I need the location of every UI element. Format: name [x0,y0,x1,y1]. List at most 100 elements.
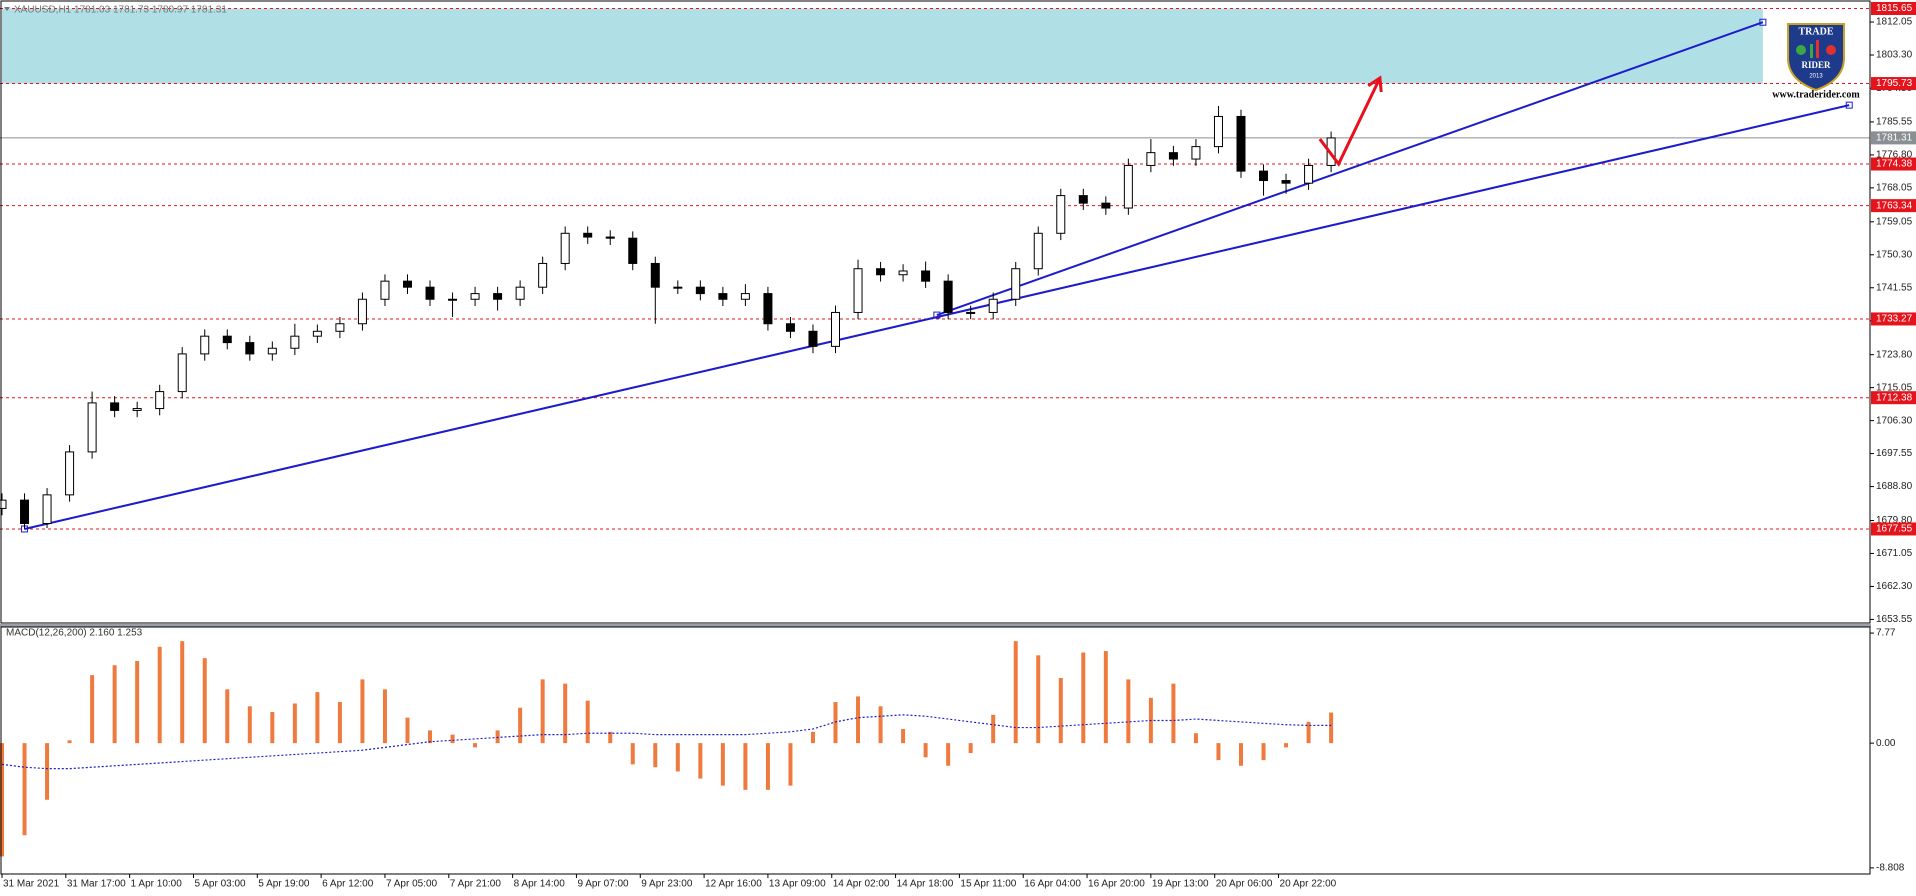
candle-body [560,232,570,264]
level-label-bg [1871,1,1916,15]
level-label: 1712.38 [1876,392,1913,403]
level-label: 1733.27 [1876,314,1913,325]
candle-body [605,236,615,239]
candle-body [515,286,525,300]
candle-body [65,451,75,496]
x-tick-label: 16 Apr 04:00 [1024,879,1081,890]
y-tick-label: 1776.80 [1876,150,1913,161]
macd-bar [1103,651,1108,744]
y-tick-label: 1653.55 [1876,614,1913,625]
x-tick-label: 5 Apr 19:00 [258,879,310,890]
candle-body [988,298,998,313]
macd-bar [428,730,433,744]
macd-label: MACD(12,26,200) 2.160 1.253 [6,628,143,639]
x-tick-label: 13 Apr 09:00 [769,879,826,890]
candle-body [695,286,705,295]
candle-body [155,391,165,410]
level-label-bg [1871,199,1916,213]
candle-body [132,408,142,411]
logo-dot [1796,45,1806,55]
menu-triangle [4,7,10,11]
candle-body [87,402,97,453]
main-frame [0,0,1871,624]
y-tick-label: 1706.30 [1876,415,1913,426]
macd-bar [698,743,703,779]
y-tick-label: 1662.30 [1876,581,1913,592]
macd-bar [968,743,973,754]
macd-bar [1238,743,1243,766]
candle-body [200,335,210,355]
macd-bar [608,731,613,744]
y-tick-label: 1759.05 [1876,216,1913,227]
macd-bar [135,660,140,744]
y-tick-label: 1679.80 [1876,515,1913,526]
macd-frame [0,626,1871,875]
level-label-bg [1871,391,1916,405]
y-tick-label: -8.808 [1876,863,1905,874]
macd-bar [1013,641,1018,744]
candle-body [943,280,953,313]
macd-bar [1306,721,1311,744]
macd-bar [946,743,951,766]
macd-bar [878,706,883,744]
macd-bar [270,711,275,744]
trendline-anchor [1845,101,1853,109]
macd-bar [225,689,230,744]
macd-bar [382,689,387,744]
candle-body [448,298,458,301]
macd-bar [765,743,770,790]
y-tick-label: 1697.55 [1876,448,1913,459]
candle-body [876,268,886,276]
x-tick-label: 31 Mar 2021 [3,879,60,890]
macd-bar [675,743,680,772]
projection-arrow [1318,77,1382,167]
macd-bar [315,692,320,744]
candle-body [177,353,187,393]
x-tick-label: 19 Apr 13:00 [1152,879,1209,890]
x-tick-label: 5 Apr 03:00 [194,879,246,890]
macd-bar [630,743,635,765]
candle-body [831,311,841,347]
macd-bar [856,696,861,744]
macd-bar [1193,733,1198,744]
x-tick-label: 15 Apr 11:00 [960,879,1016,890]
candle-body [402,280,412,288]
candle-body [1259,170,1269,182]
candle-body [718,293,728,300]
last-price-label: 1781.31 [1876,133,1913,144]
level-label-bg [1871,77,1916,91]
trendline [24,104,1850,530]
candle-body [312,330,322,337]
x-tick-label: 12 Apr 16:00 [705,879,762,890]
candle-body [425,286,435,300]
y-tick-label: 0.00 [1876,738,1896,749]
macd-bar [112,665,117,744]
x-tick-label: 8 Apr 14:00 [514,879,566,890]
candle-body [1146,152,1156,166]
x-tick-label: 20 Apr 06:00 [1216,879,1273,890]
candle-body [853,268,863,313]
logo-subtitle: RIDER [1801,60,1831,70]
logo-year: 2013 [1809,74,1823,80]
logo: TRADE RIDER 2013 www.traderider.com [1772,23,1860,100]
macd-bar [22,743,27,836]
x-tick-label: 9 Apr 23:00 [641,879,693,890]
candle-body [650,262,660,288]
candle-body [1191,146,1201,160]
y-tick-label: 7.77 [1876,628,1896,639]
candle-body [740,293,750,300]
y-tick-label: 1768.05 [1876,183,1913,194]
y-tick-label: 1715.05 [1876,382,1913,393]
candle-body [42,494,52,525]
trendline [936,21,1764,317]
candle-body [290,335,300,349]
macd-bar [90,675,95,744]
macd-bar [1261,743,1266,761]
candle-body [1033,232,1043,270]
x-tick-label: 7 Apr 05:00 [386,879,438,890]
last-price-label-bg [1871,131,1916,145]
y-tick-label: 1688.80 [1876,481,1913,492]
